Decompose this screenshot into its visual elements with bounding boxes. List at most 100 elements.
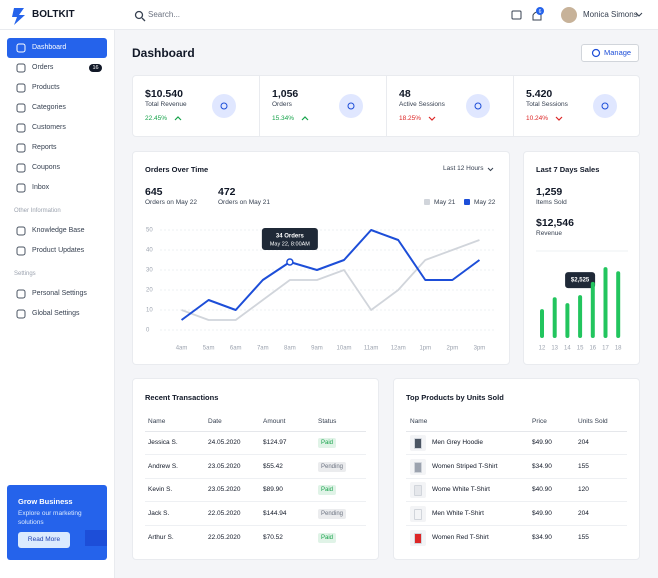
range-select[interactable]: Last 12 Hours (443, 165, 484, 172)
kpi-change: 15.34% (272, 115, 295, 122)
product-image (414, 461, 422, 473)
row-rule (406, 477, 627, 479)
nav-item[interactable]: Personal Settings (32, 290, 87, 297)
column-header: Price (532, 418, 547, 425)
nav-badge: 16 (89, 64, 102, 72)
nav-item[interactable]: Coupons (32, 164, 61, 171)
stat-value: 472 (218, 186, 236, 198)
table-cell: 204 (578, 510, 589, 518)
stat-value: 645 (145, 186, 163, 198)
table-cell: Kevin S. (148, 486, 173, 494)
column-header: Units Sold (578, 418, 608, 425)
product-image (414, 485, 422, 497)
column-header: Status (318, 418, 337, 425)
divider (386, 75, 387, 137)
line-chart-card (132, 151, 510, 365)
stat-value: $12,546 (536, 217, 574, 229)
table-cell: $49.90 (532, 510, 552, 518)
divider (259, 75, 260, 137)
table-cell: $89.90 (263, 486, 283, 494)
nav-item[interactable]: Products (32, 84, 60, 91)
nav-item[interactable]: Orders (32, 64, 54, 71)
table-cell: 23.05.2020 (208, 486, 241, 494)
page-title: Dashboard (132, 46, 195, 60)
status-pill: Paid (318, 532, 337, 543)
status-pill: Paid (318, 485, 337, 496)
status-pill: Pending (318, 509, 347, 520)
table-cell: Jessica S. (148, 439, 178, 446)
kpi-change: 18.25% (399, 115, 422, 122)
search-input[interactable]: Search... (148, 10, 181, 19)
kpi-label: Total Revenue (145, 101, 187, 108)
header-rule (406, 431, 627, 432)
table-cell: 23.05.2020 (208, 462, 241, 470)
row-rule (406, 454, 627, 455)
bar-chart-card (523, 151, 640, 365)
table-cell: Women Striped T-Shirt (432, 462, 498, 470)
stat-value: 1,259 (536, 186, 563, 198)
table-cell: Men Grey Hoodie (432, 439, 483, 446)
table-cell: Women Red T-Shirt (432, 533, 489, 541)
nav-item[interactable]: Knowledge Base (32, 227, 85, 234)
nav-section: Other Information (14, 208, 61, 214)
kpi-label: Total Sessions (526, 101, 568, 108)
table-cell: 22.05.2020 (208, 533, 241, 541)
nav-item[interactable]: Reports (32, 144, 57, 151)
table-cell: Andrew S. (148, 462, 178, 470)
stat-label: Orders on May 21 (218, 199, 271, 206)
row-rule (406, 525, 627, 527)
table-cell: 155 (578, 462, 589, 470)
status-pill: Pending (318, 461, 347, 472)
nav-item[interactable]: Dashboard (32, 44, 67, 51)
transactions-card (132, 378, 379, 560)
kpi-change: 10.24% (526, 115, 549, 122)
kpi-value: 48 (399, 88, 411, 100)
table-cell: 120 (578, 486, 589, 494)
row-rule (145, 501, 366, 503)
product-image (414, 532, 422, 544)
nav-item[interactable]: Global Settings (32, 310, 80, 317)
table-cell: Jack S. (148, 510, 170, 518)
promo-button[interactable]: Read More (18, 532, 70, 548)
status-pill: Paid (318, 438, 337, 448)
manage-button[interactable]: Manage (581, 44, 639, 62)
chart-title: Last 7 Days Sales (536, 165, 600, 174)
kpi-value: 1,056 (272, 88, 299, 100)
table-cell: $49.90 (532, 439, 552, 446)
nav-item[interactable]: Categories (32, 104, 66, 111)
column-header: Name (410, 418, 428, 425)
nav-section: Settings (14, 271, 36, 277)
column-header: Date (208, 418, 222, 425)
nav-active (7, 38, 107, 58)
row-rule (145, 477, 366, 479)
table-title: Top Products by Units Sold (406, 393, 504, 402)
row-rule (145, 525, 366, 527)
table-title: Recent Transactions (145, 393, 219, 402)
header-rule (145, 431, 366, 432)
kpi-value: $10.540 (145, 88, 183, 100)
table-cell: 155 (578, 533, 589, 541)
kpi-label: Active Sessions (399, 101, 445, 108)
kpi-value: 5.420 (526, 88, 553, 100)
chart-title: Orders Over Time (145, 165, 209, 174)
row-rule (406, 501, 627, 503)
brand: BOLTKIT (32, 9, 75, 20)
kpi-change: 22.45% (145, 115, 168, 122)
product-image (414, 509, 422, 521)
table-cell: 24.05.2020 (208, 439, 241, 446)
table-cell: $34.90 (532, 533, 552, 541)
user-name[interactable]: Monica Simons (583, 10, 638, 19)
divider (513, 75, 514, 137)
nav-item[interactable]: Inbox (32, 184, 50, 191)
table-cell: $40.90 (532, 486, 552, 494)
product-image (414, 438, 422, 449)
stat-label: Revenue (536, 230, 563, 237)
stat-label: Orders on May 22 (145, 199, 198, 206)
table-cell: $55.42 (263, 462, 283, 470)
nav-item[interactable]: Product Updates (32, 247, 85, 254)
column-header: Name (148, 418, 166, 425)
promo-art (85, 530, 107, 546)
row-rule (145, 454, 366, 455)
nav-item[interactable]: Customers (32, 124, 66, 131)
promo-text: Explore our marketing solutions (18, 510, 82, 526)
